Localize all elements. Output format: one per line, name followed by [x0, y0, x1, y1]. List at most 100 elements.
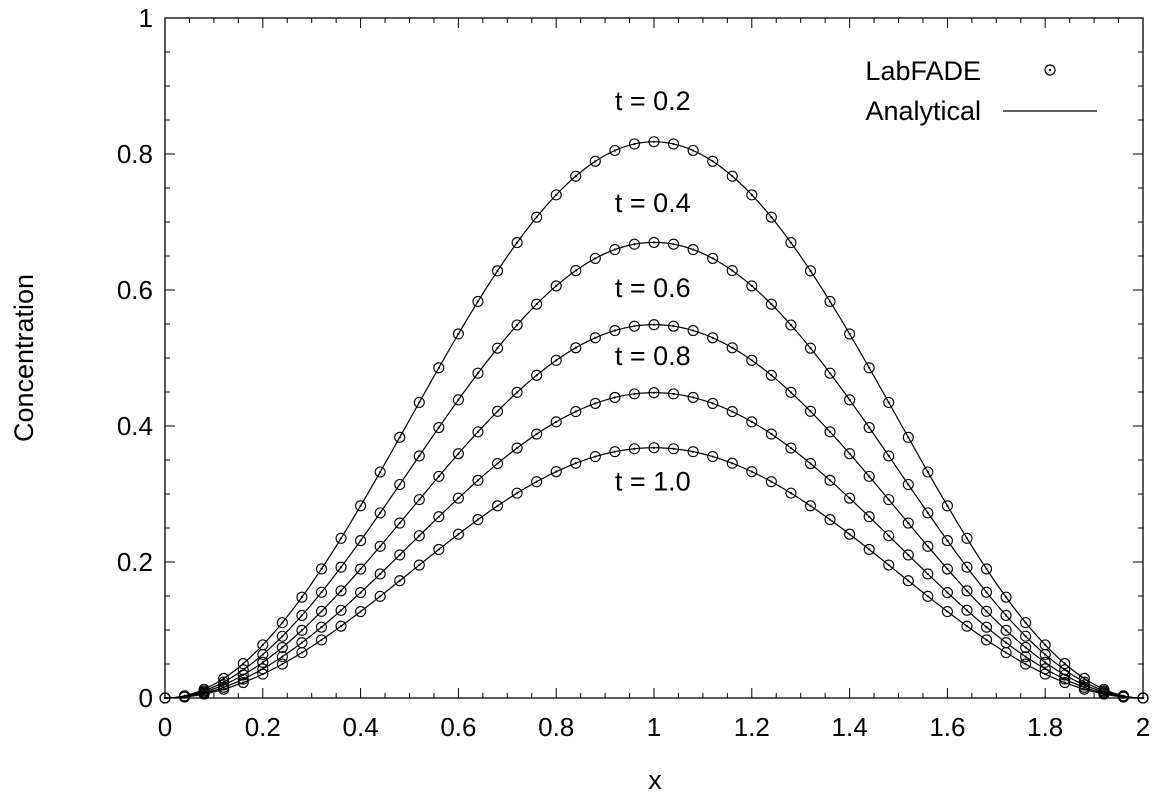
labfade-point-dot	[809, 462, 812, 465]
labfade-point-dot	[320, 591, 323, 594]
labfade-point-dot	[828, 372, 832, 375]
labfade-point-dot	[692, 248, 695, 251]
labfade-point-dot	[281, 662, 284, 666]
labfade-point	[726, 406, 738, 418]
labfade-point-dot	[711, 160, 714, 163]
labfade-point-dot	[594, 455, 597, 458]
labfade-point	[511, 319, 523, 331]
labfade-point-dot	[828, 518, 832, 521]
labfade-point-dot	[1044, 643, 1047, 646]
analytical-curve	[164, 141, 1144, 699]
labfade-point	[276, 658, 288, 670]
labfade-point	[374, 568, 386, 580]
labfade-point	[511, 237, 523, 249]
labfade-point-dot	[985, 591, 988, 594]
labfade-point-dot	[437, 548, 440, 551]
labfade-point	[941, 563, 953, 575]
labfade-point-dot	[868, 515, 871, 518]
labfade-point-dot	[437, 426, 440, 429]
y-tick-label: 1	[139, 3, 153, 33]
labfade-point-dot	[457, 398, 460, 401]
labfade-point	[550, 280, 562, 292]
labfade-point-dot	[320, 610, 323, 613]
analytical-curve	[164, 392, 1144, 699]
labfade-point-dot	[985, 626, 988, 629]
labfade-point-dot	[476, 300, 480, 303]
labfade-point	[1000, 647, 1012, 659]
labfade-point-dot	[692, 396, 695, 399]
legend-label-analytical: Analytical	[865, 96, 981, 126]
labfade-point-dot	[789, 492, 793, 495]
labfade-point-dot	[770, 216, 773, 219]
labfade-point-dot	[692, 329, 695, 332]
labfade-point	[335, 532, 347, 544]
labfade-point-dot	[633, 325, 636, 328]
labfade-point-dot	[339, 589, 343, 592]
labfade-point	[355, 586, 367, 599]
labfade-point-dot	[281, 621, 284, 624]
labfade-point	[687, 144, 699, 157]
labfade-point-dot	[1044, 673, 1047, 676]
labfade-point-dot	[222, 688, 225, 691]
labfade-point-dot	[789, 241, 793, 244]
labfade-point-dot	[281, 646, 284, 649]
labfade-point-dot	[594, 402, 597, 405]
labfade-point-dot	[222, 677, 225, 680]
labfade-point	[491, 457, 504, 470]
labfade-point	[883, 450, 895, 462]
labfade-point	[668, 320, 680, 332]
labfade-point	[746, 189, 758, 201]
labfade-point-dot	[965, 609, 969, 612]
x-axis-title: x	[648, 765, 662, 795]
labfade-point-dot	[281, 655, 284, 658]
labfade-point-dot	[750, 470, 753, 473]
labfade-point-dot	[770, 374, 773, 377]
labfade-point-dot	[1063, 662, 1066, 665]
labfade-point	[765, 476, 777, 488]
labfade-point-dot	[946, 567, 949, 571]
labfade-point	[531, 369, 543, 381]
labfade-point-dot	[418, 401, 421, 404]
labfade-point	[628, 388, 640, 400]
labfade-point	[844, 528, 856, 540]
labfade-point-dot	[887, 534, 890, 537]
labfade-point	[1039, 648, 1051, 661]
labfade-point-dot	[496, 347, 499, 350]
labfade-point-dot	[496, 410, 499, 413]
labfade-point-dot	[457, 452, 460, 455]
x-tick-label: 1.6	[929, 712, 965, 742]
labfade-point-dot	[1083, 677, 1086, 680]
labfade-point-dot	[848, 497, 851, 500]
labfade-point	[570, 342, 582, 354]
labfade-point	[589, 450, 601, 463]
labfade-point	[941, 535, 953, 547]
labfade-point	[394, 575, 406, 587]
labfade-point-dot	[555, 193, 558, 196]
labfade-point-dot	[242, 678, 245, 681]
labfade-point	[550, 466, 562, 478]
labfade-point-dot	[711, 455, 714, 458]
labfade-point	[844, 492, 856, 504]
labfade-point	[648, 236, 660, 248]
labfade-point	[863, 362, 875, 374]
legend-marker-labfade-dot	[1048, 68, 1052, 72]
labfade-point-dot	[535, 216, 538, 219]
labfade-point	[531, 428, 543, 440]
labfade-point-dot	[672, 142, 675, 146]
labfade-point	[628, 320, 640, 332]
labfade-point	[609, 446, 621, 458]
labfade-point-dot	[711, 402, 714, 405]
labfade-point-dot	[652, 391, 656, 394]
labfade-point-dot	[555, 284, 558, 288]
labfade-point	[824, 367, 836, 379]
labfade-point	[726, 342, 738, 354]
labfade-point-dot	[359, 539, 362, 542]
labfade-point-dot	[613, 450, 616, 453]
labfade-point-dot	[300, 651, 304, 654]
labfade-point	[315, 605, 328, 617]
labfade-point-dot	[418, 454, 421, 457]
labfade-point-dot	[1004, 641, 1008, 644]
labfade-point	[961, 604, 973, 616]
labfade-point-dot	[789, 446, 793, 450]
labfade-point	[746, 466, 758, 478]
